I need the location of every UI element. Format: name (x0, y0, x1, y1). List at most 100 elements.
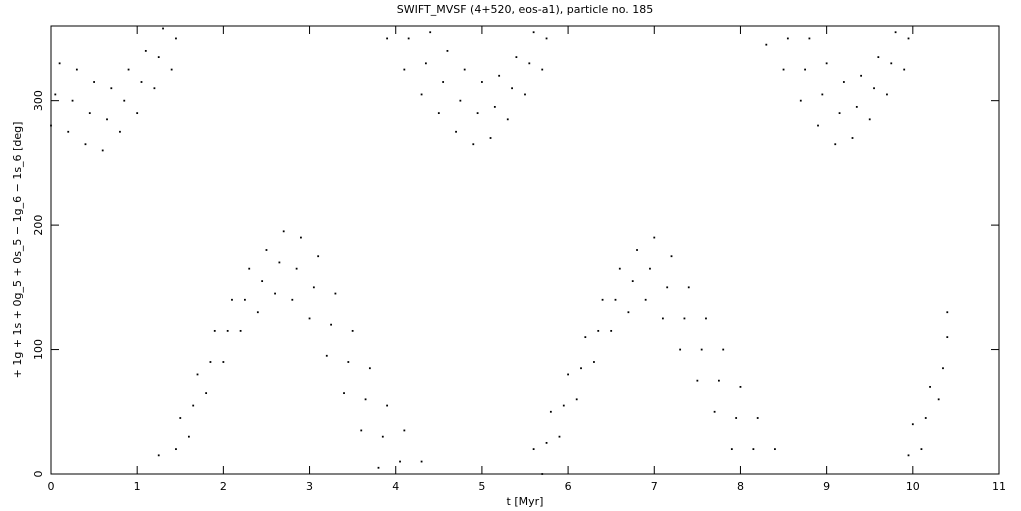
point (162, 27, 164, 30)
point (631, 280, 634, 283)
point (244, 298, 246, 301)
point (661, 317, 664, 320)
point (730, 448, 733, 451)
x-tick-label: 0 (48, 480, 55, 493)
point (489, 137, 492, 139)
point (437, 112, 440, 115)
point (248, 267, 251, 270)
point (377, 466, 380, 469)
point (545, 441, 548, 444)
point (817, 124, 819, 127)
point (493, 105, 496, 108)
point (325, 354, 328, 357)
point (907, 37, 910, 40)
point (278, 261, 281, 264)
point (459, 99, 462, 102)
point (528, 62, 531, 65)
point (75, 68, 78, 71)
point (54, 93, 57, 96)
point (722, 348, 725, 351)
point (601, 298, 604, 301)
point (308, 317, 311, 320)
point (420, 460, 423, 463)
point (838, 112, 841, 115)
point (532, 448, 535, 451)
y-axis-label: + 1g + 1s + 0g_5 + 0s_5 − 1g_6 − 1s_6 [d… (11, 122, 24, 379)
point (88, 112, 91, 115)
point (855, 105, 858, 108)
point (735, 417, 738, 419)
point (334, 292, 337, 295)
point (718, 379, 720, 382)
point (911, 423, 914, 426)
point (886, 93, 888, 96)
x-tick-label: 7 (651, 480, 658, 493)
x-tick-label: 10 (906, 480, 920, 493)
point (584, 336, 587, 339)
point (187, 435, 190, 438)
point (636, 249, 638, 251)
point (446, 49, 449, 52)
point (541, 68, 544, 71)
chart-title: SWIFT_MVSF (4+520, eos-a1), particle no.… (397, 3, 653, 16)
point (123, 99, 126, 102)
point (330, 323, 332, 326)
point (532, 31, 535, 34)
point (549, 410, 552, 413)
point (205, 392, 208, 395)
point (687, 286, 690, 289)
point (420, 93, 423, 96)
point (381, 435, 384, 438)
point (765, 43, 768, 46)
point (226, 329, 229, 332)
point (213, 329, 216, 332)
x-tick-label: 1 (134, 480, 141, 493)
point (924, 417, 927, 419)
point (649, 267, 651, 270)
y-tick-label: 300 (32, 90, 45, 111)
point (903, 68, 906, 71)
point (804, 68, 806, 71)
point (929, 385, 931, 388)
point (256, 311, 259, 314)
x-tick-label: 6 (565, 480, 572, 493)
x-tick-label: 8 (737, 480, 744, 493)
point (653, 236, 656, 239)
x-axis-label: t [Myr] (507, 495, 544, 508)
point (347, 361, 350, 363)
y-tick-label: 100 (32, 339, 45, 360)
point (825, 62, 828, 65)
point (580, 367, 582, 370)
x-tick-label: 11 (992, 480, 1006, 493)
point (907, 454, 910, 457)
point (192, 404, 195, 407)
point (511, 87, 513, 90)
point (153, 87, 156, 90)
point (524, 93, 526, 96)
point (842, 81, 845, 83)
point (140, 81, 143, 83)
point (300, 236, 302, 239)
point (424, 62, 427, 65)
point (455, 130, 457, 133)
point (782, 68, 785, 71)
point (127, 68, 130, 71)
point (67, 130, 70, 133)
point (644, 298, 647, 301)
point (368, 367, 371, 370)
point (666, 286, 669, 289)
point (739, 385, 742, 388)
point (170, 68, 173, 71)
point (101, 149, 104, 152)
point (498, 74, 501, 77)
point (231, 298, 233, 301)
point (705, 317, 707, 320)
point (175, 37, 177, 40)
point (351, 329, 354, 332)
point (312, 286, 315, 289)
point (360, 429, 363, 432)
point (752, 448, 755, 451)
point (58, 62, 61, 65)
point (567, 373, 569, 376)
